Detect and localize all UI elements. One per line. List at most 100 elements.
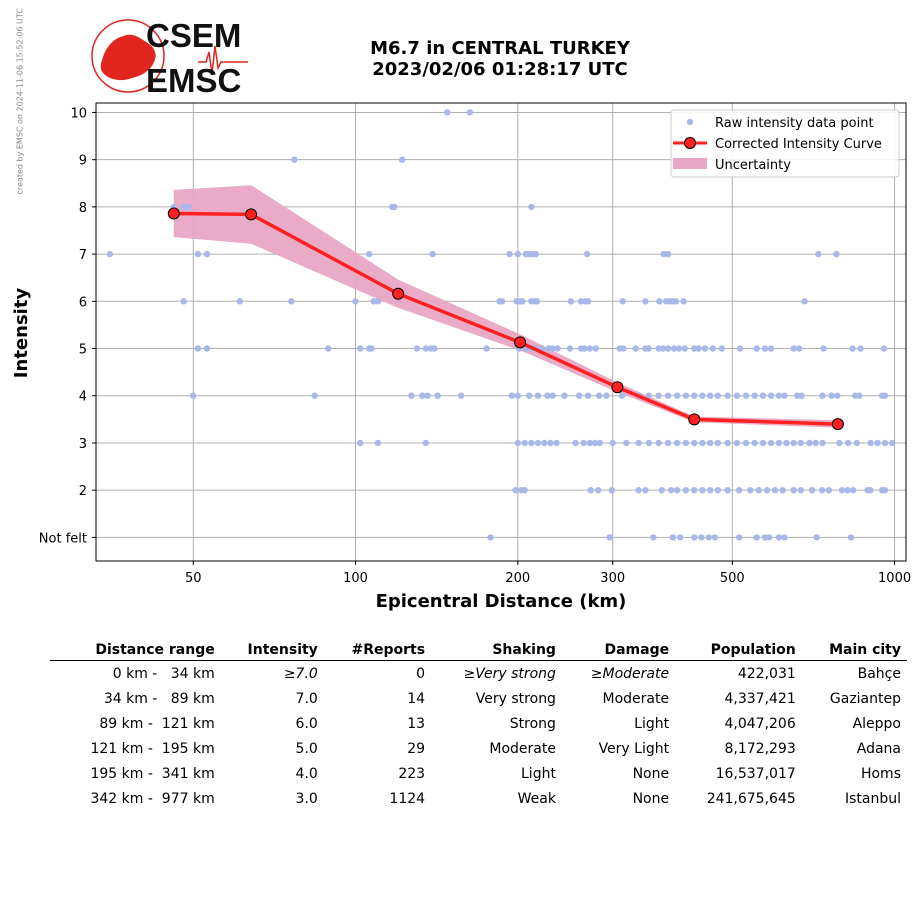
raw-data-point <box>595 392 603 399</box>
raw-data-point <box>881 487 889 494</box>
cell-intensity: 5.0 <box>295 740 318 757</box>
curve-point <box>514 336 527 349</box>
raw-data-point <box>790 345 797 352</box>
cell-intensity: 6.0 <box>295 715 318 732</box>
raw-data-point <box>682 487 690 494</box>
table-header-row: Distance range Intensity #Reports Shakin… <box>50 640 907 661</box>
y-tick-label: 10 <box>70 106 87 121</box>
raw-data-point <box>580 439 587 447</box>
raw-data-point <box>881 439 889 447</box>
raw-data-point <box>194 345 202 352</box>
raw-data-point <box>736 534 743 541</box>
raw-data-point <box>374 298 382 305</box>
y-tick-label: 3 <box>79 437 87 452</box>
logo-emsc-text: EMSC <box>146 62 241 98</box>
y-tick-label: Not felt <box>39 531 87 546</box>
raw-data-point <box>836 439 843 447</box>
legend-uncertainty-swatch <box>673 158 707 169</box>
raw-data-point <box>742 439 750 447</box>
y-tick-label: 7 <box>79 248 87 263</box>
raw-data-point <box>603 392 610 399</box>
curve-point <box>831 418 844 431</box>
raw-data-point <box>798 392 805 399</box>
cell-city: Adana <box>856 740 901 757</box>
raw-data-point <box>236 298 243 305</box>
raw-data-point <box>645 439 652 447</box>
raw-data-point <box>681 345 688 352</box>
raw-data-point <box>691 392 698 399</box>
x-tick-label: 300 <box>600 571 625 586</box>
raw-data-point <box>658 487 665 494</box>
raw-data-point <box>595 487 602 494</box>
raw-data-point <box>759 392 767 399</box>
cell-damage: Light <box>634 715 670 732</box>
raw-data-point <box>718 345 725 352</box>
raw-data-point <box>533 298 541 305</box>
header-city: Main city <box>801 640 907 661</box>
raw-data-point <box>541 439 548 447</box>
raw-data-point <box>747 487 754 494</box>
cell-range: 0 km - 34 km <box>112 665 215 682</box>
seismogram-icon <box>198 45 248 75</box>
cell-damage: Very Light <box>598 740 670 757</box>
raw-data-point <box>664 345 672 352</box>
raw-data-point <box>767 392 775 399</box>
raw-data-point <box>185 203 192 211</box>
raw-data-point <box>736 345 744 352</box>
raw-data-point <box>664 439 672 447</box>
raw-data-point <box>508 392 516 399</box>
raw-data-point <box>325 345 332 352</box>
raw-data-point <box>714 392 721 399</box>
table-row: 195 km - 341 km 4.0 223 Light None 16,53… <box>50 761 907 786</box>
cell-city: Gaziantep <box>829 690 901 707</box>
legend-uncertainty-label: Uncertainty <box>715 158 791 173</box>
raw-data-point <box>352 298 359 305</box>
raw-data-point <box>528 439 535 447</box>
legend: Raw intensity data point Corrected Inten… <box>670 109 900 178</box>
raw-data-point <box>724 439 731 447</box>
table-row: 121 km - 195 km 5.0 29 Moderate Very Lig… <box>50 736 907 761</box>
raw-data-point <box>753 345 760 352</box>
raw-data-point <box>813 534 820 541</box>
raw-data-point <box>889 439 896 447</box>
raw-data-point <box>801 298 808 305</box>
table-row: 342 km - 977 km 3.0 1124 Weak None 241,6… <box>50 786 907 811</box>
raw-data-point <box>844 439 852 447</box>
raw-data-point <box>566 345 574 352</box>
raw-data-point <box>521 439 528 447</box>
raw-data-point <box>742 392 750 399</box>
raw-data-point <box>584 298 592 305</box>
cell-range: 34 km - 89 km <box>103 690 215 707</box>
cell-intensity: ≥7.0 <box>283 665 318 682</box>
raw-data-point <box>645 345 652 352</box>
cell-intensity: 4.0 <box>295 765 318 782</box>
raw-data-point <box>815 250 822 258</box>
x-tick-label: 200 <box>505 571 530 586</box>
raw-data-point <box>606 534 613 541</box>
raw-data-point <box>711 534 718 541</box>
x-axis-label: Epicentral Distance (km) <box>376 591 627 612</box>
cell-reports: 223 <box>398 765 426 782</box>
raw-data-point <box>779 487 786 494</box>
raw-data-point <box>434 392 441 399</box>
cell-intensity: 3.0 <box>295 790 318 807</box>
raw-data-point <box>751 392 758 399</box>
csem-emsc-logo: CSEM EMSC <box>91 17 248 98</box>
raw-data-point <box>577 298 585 305</box>
raw-data-point <box>291 156 298 163</box>
raw-data-point <box>660 250 667 258</box>
raw-data-point <box>655 392 662 399</box>
cell-range: 195 km - 341 km <box>90 765 215 782</box>
raw-data-point <box>833 250 840 258</box>
raw-data-point <box>664 392 672 399</box>
cell-damage: Moderate <box>602 690 670 707</box>
table-row: 34 km - 89 km 7.0 14 Very strong Moderat… <box>50 686 907 711</box>
raw-data-point <box>707 392 714 399</box>
raw-data-point <box>672 298 680 305</box>
globe-icon <box>91 19 165 93</box>
raw-data-point <box>844 487 851 494</box>
raw-data-point <box>828 392 835 399</box>
raw-data-point <box>838 487 846 494</box>
header-damage: Damage <box>561 640 676 661</box>
raw-data-point <box>190 392 197 399</box>
